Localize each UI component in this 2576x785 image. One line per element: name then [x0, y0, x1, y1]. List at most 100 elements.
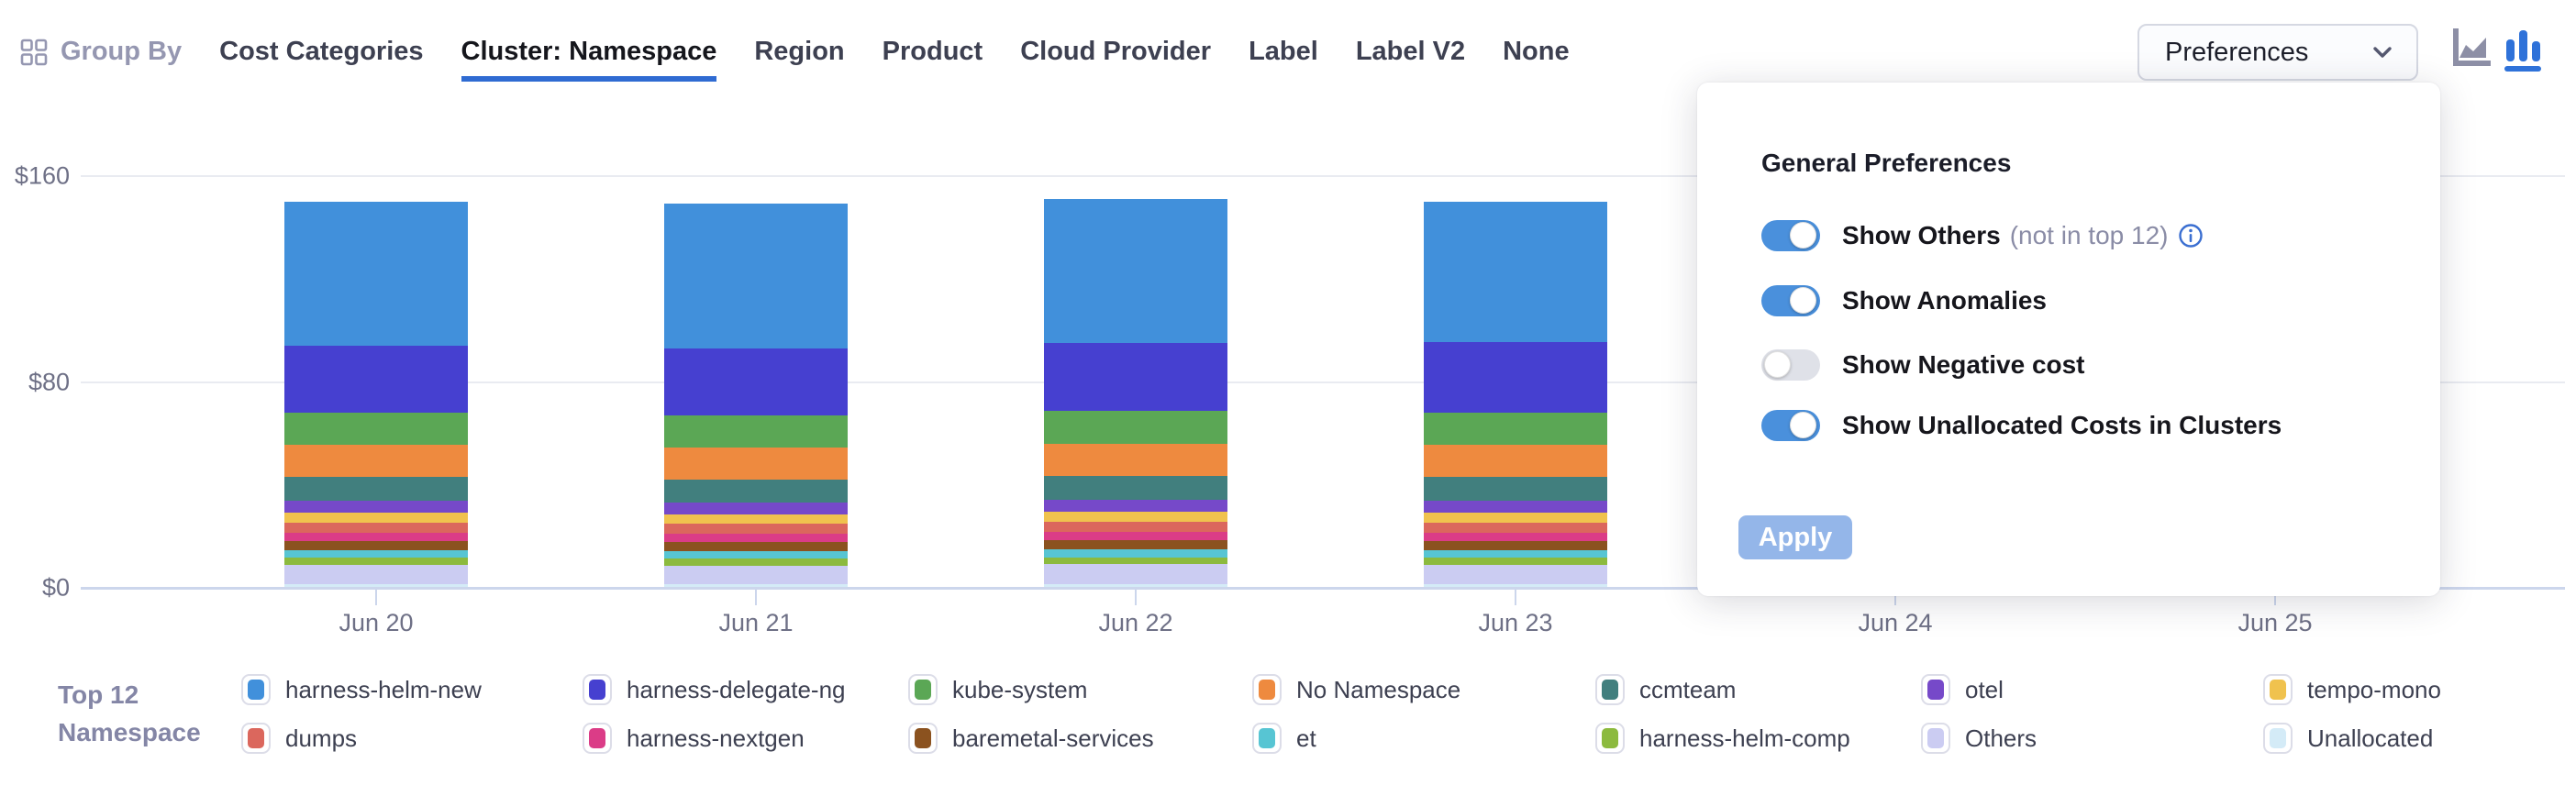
- bar-segment-ccmteam[interactable]: [1044, 475, 1227, 501]
- bar-segment-harness-helm-comp[interactable]: [1424, 558, 1607, 565]
- group-by-tabs: Cost Categories Cluster: Namespace Region P…: [219, 31, 1570, 82]
- bar-segment-baremetal-services[interactable]: [1424, 540, 1607, 551]
- bar-segment-no-namespace[interactable]: [664, 447, 848, 480]
- bar-segment-harness-delegate-ng[interactable]: [284, 345, 468, 414]
- bar-segment-baremetal-services[interactable]: [664, 542, 848, 552]
- legend-swatch: [1252, 674, 1282, 705]
- x-axis-tick: [755, 588, 757, 605]
- toggle-on-show-anomalies[interactable]: [1761, 285, 1820, 316]
- gridline-160: [81, 175, 2565, 177]
- bar-segment-harness-nextgen[interactable]: [664, 534, 848, 543]
- bar-segment-tempo-mono[interactable]: [284, 513, 468, 523]
- legend-item-dumps[interactable]: dumps: [241, 723, 357, 754]
- y-axis-label: $160: [14, 161, 70, 190]
- bar-segment-tempo-mono[interactable]: [664, 514, 848, 525]
- toggle-label-suffix: (not in top 12): [2009, 221, 2169, 249]
- bar-segment-et[interactable]: [664, 551, 848, 559]
- bar-segment-harness-helm-new[interactable]: [1424, 202, 1607, 343]
- legend-label: Others: [1965, 724, 2037, 752]
- bar-segment-dumps[interactable]: [1424, 522, 1607, 533]
- x-axis-label: Jun 24: [1858, 609, 1933, 636]
- toggle-off-show-negative-cost[interactable]: [1761, 349, 1820, 381]
- bar-segment-harness-nextgen[interactable]: [1044, 532, 1227, 541]
- bar-segment-unallocated[interactable]: [1424, 583, 1607, 588]
- legend-item-baremetal-services[interactable]: baremetal-services: [908, 723, 1154, 754]
- bar-segment-unallocated[interactable]: [284, 583, 468, 588]
- bar-segment-dumps[interactable]: [1044, 521, 1227, 533]
- bar-segment-et[interactable]: [1424, 550, 1607, 558]
- tab-region[interactable]: Region: [754, 31, 844, 82]
- bar-segment-others[interactable]: [284, 565, 468, 584]
- bar-segment-others[interactable]: [1044, 564, 1227, 584]
- bar-segment-others[interactable]: [1424, 565, 1607, 584]
- bar-segment-dumps[interactable]: [664, 524, 848, 535]
- tab-cluster-namespace[interactable]: Cluster: Namespace: [461, 31, 717, 82]
- legend-swatch: [1252, 723, 1282, 754]
- info-icon[interactable]: [2177, 222, 2204, 249]
- legend-item-tempo-mono[interactable]: tempo-mono: [2263, 674, 2441, 705]
- legend-title-line1: Top 12: [58, 680, 139, 709]
- bar-segment-harness-helm-new[interactable]: [664, 204, 848, 349]
- legend-item-harness-nextgen[interactable]: harness-nextgen: [583, 723, 805, 754]
- bar-segment-harness-nextgen[interactable]: [1424, 532, 1607, 541]
- bar-segment-otel[interactable]: [284, 501, 468, 514]
- bar-segment-harness-helm-comp[interactable]: [664, 558, 848, 566]
- legend-item-no-namespace[interactable]: No Namespace: [1252, 674, 1460, 705]
- legend-item-otel[interactable]: otel: [1921, 674, 2004, 705]
- bar-segment-otel[interactable]: [1424, 501, 1607, 514]
- bar-segment-harness-helm-comp[interactable]: [284, 558, 468, 565]
- tab-product[interactable]: Product: [883, 31, 983, 82]
- bar-segment-unallocated[interactable]: [664, 583, 848, 588]
- tab-label: Region: [754, 37, 845, 66]
- apply-button[interactable]: Apply: [1738, 515, 1852, 559]
- bar-segment-others[interactable]: [664, 565, 848, 584]
- toggle-knob: [1790, 222, 1816, 249]
- bar-segment-harness-delegate-ng[interactable]: [664, 348, 848, 416]
- legend-item-harness-delegate-ng[interactable]: harness-delegate-ng: [583, 674, 846, 705]
- bar-segment-kube-system[interactable]: [1044, 411, 1227, 444]
- bar-segment-baremetal-services[interactable]: [1044, 540, 1227, 550]
- bar-segment-kube-system[interactable]: [284, 413, 468, 446]
- bar-segment-et[interactable]: [284, 550, 468, 558]
- bar-segment-harness-nextgen[interactable]: [284, 532, 468, 541]
- bar-segment-otel[interactable]: [664, 503, 848, 514]
- legend-item-ccmteam[interactable]: ccmteam: [1595, 674, 1736, 705]
- bar-segment-no-namespace[interactable]: [1044, 443, 1227, 476]
- legend-item-harness-helm-new[interactable]: harness-helm-new: [241, 674, 482, 705]
- bar-chart-icon[interactable]: [2503, 28, 2545, 72]
- bar-segment-harness-helm-new[interactable]: [1044, 199, 1227, 344]
- legend-item-et[interactable]: et: [1252, 723, 1316, 754]
- bar-segment-et[interactable]: [1044, 549, 1227, 558]
- legend-item-kube-system[interactable]: kube-system: [908, 674, 1087, 705]
- bar-segment-harness-delegate-ng[interactable]: [1044, 343, 1227, 412]
- legend-item-unallocated[interactable]: Unallocated: [2263, 723, 2433, 754]
- x-axis-label: Jun 23: [1478, 609, 1553, 636]
- toggle-on-show-unallocated-costs-in-clusters[interactable]: [1761, 410, 1820, 441]
- bar-segment-baremetal-services[interactable]: [284, 540, 468, 551]
- bar-segment-tempo-mono[interactable]: [1044, 511, 1227, 522]
- tab-none[interactable]: None: [1503, 31, 1570, 82]
- legend-item-others[interactable]: Others: [1921, 723, 2037, 754]
- bar-segment-no-namespace[interactable]: [1424, 445, 1607, 478]
- tab-cost-categories[interactable]: Cost Categories: [219, 31, 423, 82]
- preferences-button[interactable]: Preferences: [2137, 24, 2418, 81]
- bar-segment-kube-system[interactable]: [1424, 413, 1607, 446]
- bar-segment-ccmteam[interactable]: [664, 479, 848, 503]
- bar-segment-tempo-mono[interactable]: [1424, 513, 1607, 523]
- legend-item-harness-helm-comp[interactable]: harness-helm-comp: [1595, 723, 1850, 754]
- bar-segment-ccmteam[interactable]: [284, 477, 468, 502]
- tab-label-v2[interactable]: Label V2: [1356, 31, 1465, 82]
- bar-segment-no-namespace[interactable]: [284, 445, 468, 478]
- bar-segment-harness-helm-comp[interactable]: [1044, 557, 1227, 565]
- area-chart-icon[interactable]: [2449, 28, 2492, 72]
- bar-segment-ccmteam[interactable]: [1424, 477, 1607, 502]
- bar-segment-dumps[interactable]: [284, 522, 468, 533]
- bar-segment-harness-delegate-ng[interactable]: [1424, 342, 1607, 414]
- bar-segment-unallocated[interactable]: [1044, 583, 1227, 588]
- bar-segment-kube-system[interactable]: [664, 415, 848, 448]
- tab-label[interactable]: Label: [1249, 31, 1318, 82]
- bar-segment-harness-helm-new[interactable]: [284, 202, 468, 346]
- bar-segment-otel[interactable]: [1044, 500, 1227, 512]
- toggle-on-show-others[interactable]: [1761, 220, 1820, 251]
- tab-cloud-provider[interactable]: Cloud Provider: [1020, 31, 1211, 82]
